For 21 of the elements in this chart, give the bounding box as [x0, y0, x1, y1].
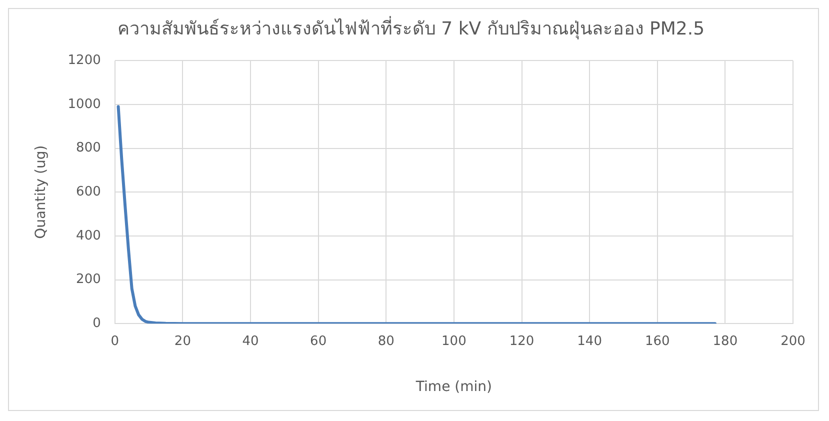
x-tick-label: 200 [780, 334, 806, 349]
y-tick-label: 200 [76, 272, 101, 288]
y-axis-title: Quantity (ug) [33, 145, 50, 239]
x-tick-label: 160 [644, 334, 670, 349]
x-tick-label: 20 [174, 334, 191, 349]
x-tick-label: 100 [442, 334, 466, 349]
x-axis-title: Time (min) [414, 379, 492, 396]
x-tick-label: 40 [242, 334, 259, 349]
y-tick-label: 1200 [68, 52, 101, 68]
y-tick-label: 600 [76, 184, 101, 200]
y-tick-label: 0 [92, 316, 101, 331]
x-tick-label: 0 [110, 334, 120, 349]
x-tick-label: 140 [577, 334, 602, 349]
y-tick-label: 800 [76, 140, 101, 156]
x-tick-label: 80 [378, 334, 394, 349]
x-tick-label: 120 [509, 334, 534, 349]
y-tick-label: 1000 [68, 96, 101, 112]
x-tick-label: 180 [712, 334, 738, 349]
x-tick-label: 60 [310, 334, 327, 349]
chart-title: ความสัมพันธ์ระหว่างแรงดันไฟฟ้าที่ระดับ 7 kV กับปริมาณฝุ่นละออง PM2.5 [117, 15, 705, 40]
y-tick-label: 400 [76, 228, 101, 244]
